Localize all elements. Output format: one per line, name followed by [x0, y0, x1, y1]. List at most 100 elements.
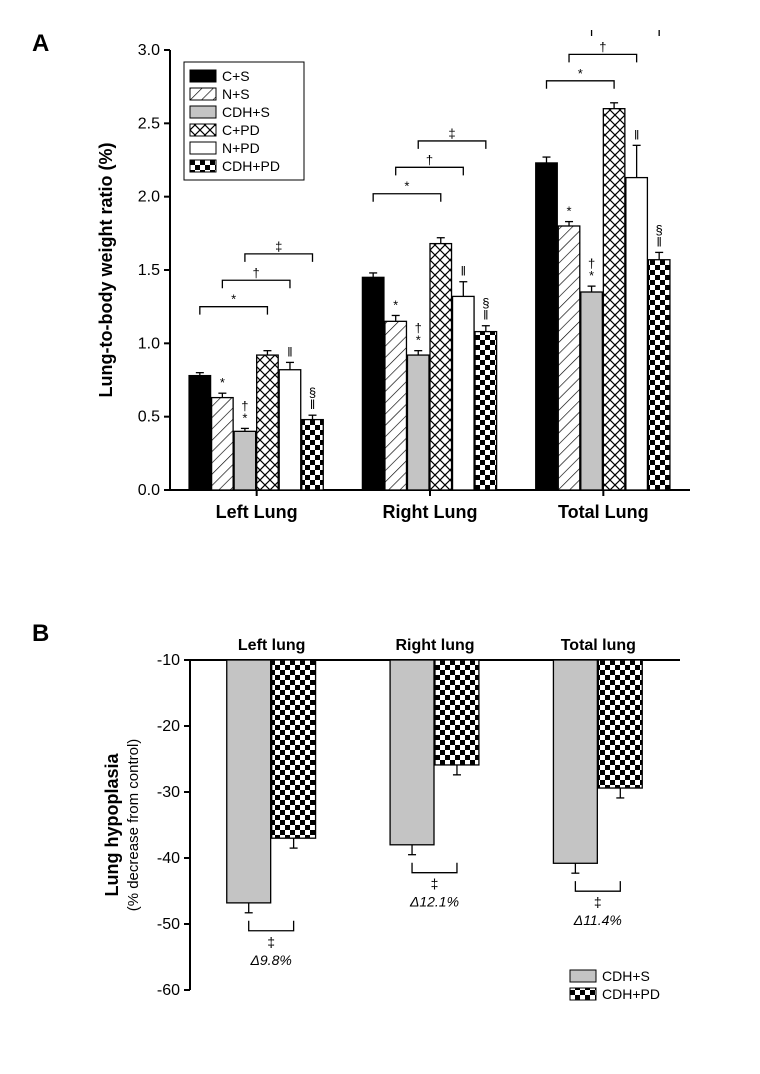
category-label: Right lung [395, 637, 474, 654]
y-axis-label: Lung-to-body weight ratio (%) [96, 143, 116, 398]
sig-mark: * [220, 375, 225, 390]
ytick-label: 0.0 [138, 482, 160, 499]
y-axis-label: Lung hypoplasia [102, 753, 122, 897]
sig-bracket [373, 194, 441, 202]
sig-mark: * [393, 297, 398, 312]
legend-label: CDH+S [222, 104, 270, 120]
category-label: Total lung [561, 637, 636, 654]
sig-mark: § [656, 222, 663, 237]
legend-label: CDH+S [602, 968, 650, 984]
legend-label: CDH+PD [602, 986, 660, 1002]
sig-bracket-label: † [253, 265, 260, 280]
panel-b-chart: -60 -50 -40 -30 -20 -10 Lung hypoplasia(% decr… [90, 620, 730, 1040]
ytick-label: -60 [157, 982, 180, 999]
bar [475, 332, 497, 490]
bar [189, 376, 211, 490]
sig-mark: * [567, 204, 572, 219]
category-label: Right Lung [383, 502, 478, 522]
sig-bracket-label: ‡ [431, 876, 439, 892]
ytick-label: -50 [157, 916, 180, 933]
sig-mark: † [588, 256, 595, 271]
delta-label: Δ9.8% [250, 952, 292, 968]
bar [362, 277, 384, 490]
legend-label: C+PD [222, 122, 260, 138]
sig-bracket-label: ‡ [267, 934, 275, 950]
bar [553, 660, 597, 863]
panel-a-chart: 0.0 0.5 1.0 1.5 2.0 2.5 3.0 Lung-to-body weight… [90, 30, 730, 550]
bar [430, 244, 452, 490]
panel-b-label: B [32, 620, 49, 648]
category-label: Left Lung [216, 502, 298, 522]
sig-bracket [569, 54, 637, 62]
bar [279, 370, 301, 490]
bar [212, 398, 234, 490]
legend-swatch [190, 142, 216, 154]
panel-a-label: A [32, 30, 49, 58]
y-axis-sublabel: (% decrease from control) [125, 739, 142, 912]
legend-swatch [570, 970, 596, 982]
bar [626, 178, 648, 490]
sig-mark: ‖ [461, 264, 466, 279]
sig-bracket-label: † [426, 152, 433, 167]
sig-mark: ‖ [634, 127, 639, 142]
bar [385, 321, 407, 490]
legend-swatch [570, 988, 596, 1000]
ytick-label: 3.0 [138, 42, 160, 59]
legend-swatch [190, 124, 216, 136]
ytick-label: 2.5 [138, 115, 160, 132]
sig-bracket-label: * [404, 179, 409, 194]
sig-mark: † [241, 398, 248, 413]
sig-bracket-label: * [231, 292, 236, 307]
sig-bracket [412, 863, 457, 873]
legend-swatch [190, 160, 216, 172]
legend-swatch [190, 88, 216, 100]
ytick-label: 1.5 [138, 262, 160, 279]
category-label: Total Lung [558, 502, 649, 522]
sig-mark: † [415, 321, 422, 336]
bar [302, 420, 324, 490]
sig-bracket [245, 254, 313, 262]
sig-bracket [575, 881, 620, 891]
legend-label: CDH+PD [222, 158, 280, 174]
bar [536, 163, 558, 490]
ytick-label: 1.0 [138, 335, 160, 352]
sig-bracket [396, 167, 464, 175]
ytick-label: -20 [157, 718, 180, 735]
bar [234, 431, 256, 490]
sig-mark: § [309, 385, 316, 400]
bar [272, 660, 316, 838]
sig-bracket [547, 81, 615, 89]
bar [227, 660, 271, 903]
bar [558, 226, 580, 490]
ytick-label: 2.0 [138, 189, 160, 206]
sig-bracket-label: † [599, 39, 606, 54]
bar [453, 296, 475, 490]
bar [390, 660, 434, 845]
sig-bracket [249, 921, 294, 931]
bar [648, 260, 670, 490]
figure-container: A 0.0 0.5 1.0 1.5 2.0 2.5 3.0 Lung-to-body weig… [0, 0, 760, 1074]
sig-bracket [200, 307, 268, 315]
sig-bracket-label: ‡ [448, 126, 455, 141]
sig-bracket [418, 141, 486, 149]
sig-bracket [222, 280, 290, 288]
bar [581, 292, 603, 490]
legend-swatch [190, 70, 216, 82]
bar [407, 355, 429, 490]
sig-bracket-label: ‡ [594, 894, 602, 910]
legend-label: N+S [222, 86, 250, 102]
ytick-label: -40 [157, 850, 180, 867]
ytick-label: -30 [157, 784, 180, 801]
sig-bracket-label: * [578, 66, 583, 81]
bar [603, 109, 625, 490]
ytick-label: -10 [157, 652, 180, 669]
ytick-label: 0.5 [138, 409, 160, 426]
legend-label: C+S [222, 68, 250, 84]
bar [598, 660, 642, 788]
delta-label: Δ11.4% [573, 912, 622, 928]
sig-bracket [592, 30, 660, 36]
bar [435, 660, 479, 765]
sig-mark: ‖ [287, 344, 292, 359]
legend-label: N+PD [222, 140, 260, 156]
sig-bracket-label: ‡ [275, 239, 282, 254]
